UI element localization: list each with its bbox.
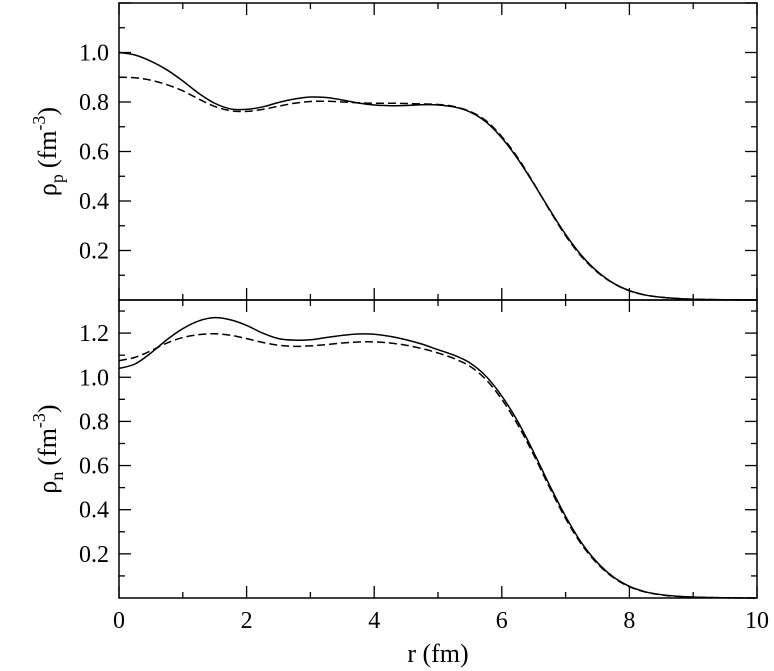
series-line-dashed [118,76,758,301]
y-axis-exponent: -3 [29,413,49,428]
x-tick-label: 4 [368,608,380,634]
series-line-dashed [118,333,758,599]
y-tick-label: 0.6 [79,454,109,480]
y-axis-subscript: p [47,174,67,183]
y-axis-unit: (fm [33,428,62,466]
y-tick-label: 1.2 [79,321,109,347]
y-tick-label: 0.8 [79,90,109,116]
y-tick-label: 0.2 [79,542,109,568]
y-axis-symbol: ρ [33,481,62,494]
y-axis-title: ρn (fm-3) [29,404,67,493]
y-axis-title: ρp (fm-3) [29,107,67,196]
y-tick-label: 0.4 [79,189,109,215]
panel-proton-density: 0.2 0.4 0.6 0.8 1.0 ρp (fm-3) [29,2,758,301]
y-axis-unit-close: ) [33,107,62,116]
y-tick-label: 0.6 [79,140,109,166]
y-tick-label: 1.0 [79,365,109,391]
plot-frame [118,299,758,599]
x-tick-label: 8 [623,608,635,634]
series-line-solid [118,316,758,599]
y-tick-label: 0.2 [79,239,109,265]
x-axis-title: r (fm) [407,639,468,668]
y-axis-unit-close: ) [33,404,62,413]
y-tick-label: 1.0 [79,41,109,67]
y-axis-subscript: n [47,472,67,481]
y-axis-symbol: ρ [33,183,62,196]
y-axis-unit: (fm [33,131,62,169]
x-tick-label: 0 [113,608,125,634]
x-tick-label: 10 [745,608,769,634]
panel-neutron-density: 0.2 0.4 0.6 0.8 1.0 1.2 0 2 4 6 8 10 r (fm) ρn (fm-3) [29,299,769,668]
y-axis-exponent: -3 [29,116,49,131]
series-line-solid [118,51,758,301]
x-tick-label: 2 [241,608,253,634]
y-tick-label: 0.4 [79,498,109,524]
y-tick-label: 0.8 [79,409,109,435]
plot-frame [118,2,758,301]
x-tick-label: 6 [496,608,508,634]
